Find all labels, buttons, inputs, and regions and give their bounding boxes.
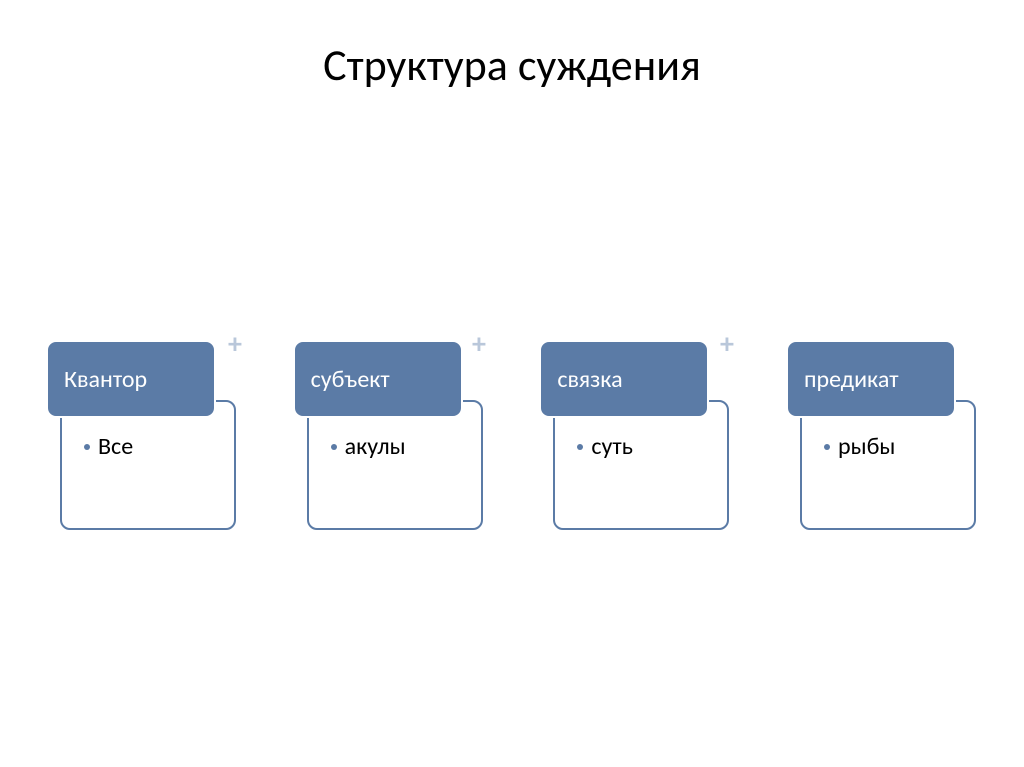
plus-connector-2: + — [472, 326, 486, 361]
bullet-icon — [331, 444, 337, 450]
card-body-text: акулы — [345, 432, 406, 461]
card-body-text: Все — [98, 432, 133, 461]
diagram-row: Квантор Все субъект акулы связка суть пр… — [46, 340, 978, 530]
card-body-text: рыбы — [838, 432, 895, 461]
card-body: рыбы — [800, 400, 976, 530]
bullet-line: рыбы — [824, 432, 974, 461]
bullet-line: Все — [84, 432, 234, 461]
bullet-icon — [577, 444, 583, 450]
page-title: Структура суждения — [0, 0, 1024, 92]
plus-connector-1: + — [228, 326, 242, 361]
card-kvantor: Квантор Все — [46, 340, 238, 530]
card-header: связка — [539, 340, 709, 418]
card-header: субъект — [293, 340, 463, 418]
card-body: акулы — [307, 400, 483, 530]
card-body-text: суть — [591, 432, 633, 461]
bullet-icon — [84, 444, 90, 450]
card-copula: связка суть — [539, 340, 731, 530]
bullet-icon — [824, 444, 830, 450]
card-subject: субъект акулы — [293, 340, 485, 530]
bullet-line: суть — [577, 432, 727, 461]
card-body: Все — [60, 400, 236, 530]
plus-connector-3: + — [720, 326, 734, 361]
card-body: суть — [553, 400, 729, 530]
bullet-line: акулы — [331, 432, 481, 461]
card-header: предикат — [786, 340, 956, 418]
card-predicate: предикат рыбы — [786, 340, 978, 530]
card-header: Квантор — [46, 340, 216, 418]
